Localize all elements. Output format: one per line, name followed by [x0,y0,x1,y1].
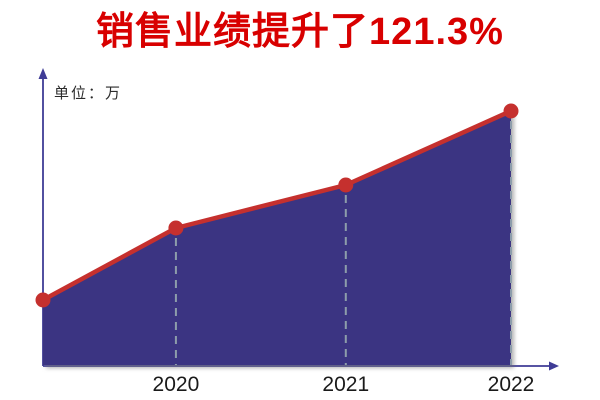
area-series [43,111,511,365]
data-point-2021 [338,177,354,193]
data-point-2022 [503,103,519,119]
y-axis-arrow-icon [38,68,48,79]
x-axis-arrow-icon [549,361,559,371]
area-fill [43,111,511,365]
x-tick-label-2020: 2020 [153,373,200,396]
x-tick-label-2022: 2022 [488,373,535,396]
trend-line [40,108,514,303]
data-point-2020 [168,220,184,236]
chart-title: 销售业绩提升了121.3% [96,11,504,53]
data-point-start [35,292,51,308]
x-tick-label-2021: 2021 [322,373,369,396]
unit-label: 单位：万 [54,86,123,102]
